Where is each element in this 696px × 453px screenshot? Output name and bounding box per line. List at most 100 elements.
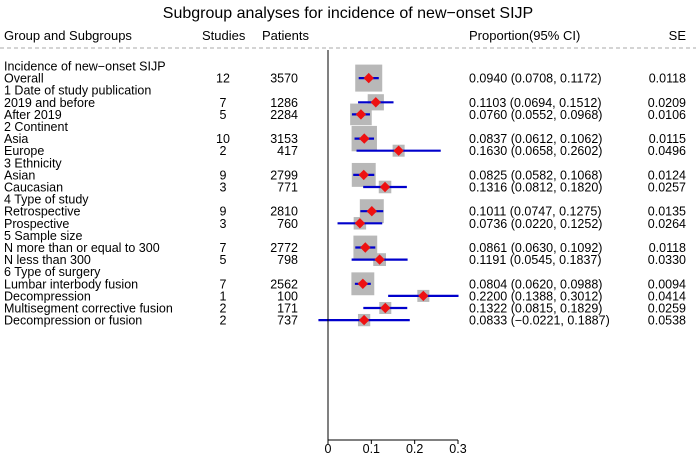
se-value: 0.0330 [648, 253, 686, 267]
proportion-ci-value: 0.0833 (−0.0221, 0.1887) [469, 314, 610, 328]
group-header-label: 4 Type of study [4, 193, 89, 207]
patients-value: 2772 [270, 241, 298, 255]
group-header-label: 2 Continent [4, 120, 68, 134]
proportion-ci-value: 0.0760 (0.0552, 0.0968) [469, 108, 602, 122]
group-header-label: 5 Sample size [4, 229, 83, 243]
patients-value: 760 [277, 217, 298, 231]
patients-value: 2562 [270, 277, 298, 291]
studies-value: 7 [220, 241, 227, 255]
studies-value: 3 [220, 217, 227, 231]
subgroup-label: After 2019 [4, 108, 62, 122]
header-patients: Patients [262, 28, 309, 43]
x-tick-label: 0.3 [449, 442, 466, 453]
se-value: 0.0135 [648, 205, 686, 219]
proportion-ci-value: 0.0940 (0.0708, 0.1172) [469, 72, 602, 86]
group-header-label: 6 Type of surgery [4, 265, 101, 279]
proportion-ci-value: 0.1103 (0.0694, 0.1512) [469, 96, 602, 110]
patients-value: 417 [277, 144, 298, 158]
studies-value: 7 [220, 277, 227, 291]
subgroup-label: Overall [4, 72, 44, 86]
proportion-ci-value: 0.1316 (0.0812, 0.1820) [469, 181, 602, 195]
studies-value: 5 [220, 253, 227, 267]
point-estimate [379, 181, 391, 193]
point-estimate [354, 218, 366, 229]
studies-value: 5 [220, 108, 227, 122]
patients-value: 2810 [270, 205, 298, 219]
subgroup-label: Caucasian [4, 181, 63, 195]
se-value: 0.0118 [649, 72, 686, 86]
studies-value: 3 [220, 181, 227, 195]
patients-value: 771 [277, 181, 298, 195]
proportion-ci-value: 0.0861 (0.0630, 0.1092) [469, 241, 602, 255]
subgroup-label: Retrospective [4, 205, 80, 219]
x-tick-label: 0 [325, 442, 332, 453]
point-estimate [374, 254, 385, 265]
point-estimate [360, 242, 371, 253]
se-value: 0.0496 [648, 144, 686, 158]
point-estimate [358, 169, 369, 181]
studies-value: 12 [216, 72, 230, 86]
subgroup-label: Asian [4, 168, 35, 182]
chart-title: Subgroup analyses for incidence of new−o… [163, 5, 533, 22]
point-estimate [363, 72, 374, 84]
subgroup-label: Decompression [4, 289, 91, 303]
header-studies: Studies [202, 28, 246, 43]
group-header-label: Incidence of new−onset SIJP [4, 60, 166, 74]
proportion-ci-value: 0.1630 (0.0658, 0.2602) [469, 144, 602, 158]
se-value: 0.0259 [648, 302, 686, 316]
subgroup-label: Multisegment corrective fusion [4, 302, 173, 316]
proportion-ci-value: 0.0804 (0.0620, 0.0988) [469, 277, 602, 291]
point-estimate [357, 278, 369, 289]
studies-value: 9 [220, 205, 227, 219]
point-estimate [366, 206, 378, 217]
proportion-ci-value: 0.0825 (0.0582, 0.1068) [469, 168, 602, 182]
group-header-label: 1 Date of study publication [4, 84, 151, 98]
proportion-ci-value: 0.0837 (0.0612, 0.1062) [469, 132, 602, 146]
subgroup-label: Prospective [4, 217, 69, 231]
se-value: 0.0115 [649, 132, 686, 146]
header-group: Group and Subgroups [4, 28, 132, 43]
studies-value: 10 [216, 132, 230, 146]
patients-value: 3570 [270, 72, 298, 86]
studies-value: 9 [220, 168, 227, 182]
se-value: 0.0094 [648, 277, 686, 291]
se-value: 0.0257 [648, 181, 686, 195]
patients-value: 2799 [270, 168, 298, 182]
se-value: 0.0124 [648, 168, 686, 182]
patients-value: 3153 [270, 132, 298, 146]
patients-value: 100 [277, 289, 298, 303]
point-estimate [370, 97, 381, 108]
studies-value: 7 [220, 96, 227, 110]
x-tick-label: 0.1 [363, 442, 380, 453]
proportion-ci-value: 0.1191 (0.0545, 0.1837) [469, 253, 602, 267]
point-estimate [380, 302, 391, 314]
studies-value: 2 [220, 314, 227, 328]
studies-value: 2 [220, 144, 227, 158]
se-value: 0.0118 [649, 241, 686, 255]
x-tick-label: 0.2 [406, 442, 423, 453]
subgroup-label: Lumbar interbody fusion [4, 277, 138, 291]
se-value: 0.0106 [648, 108, 686, 122]
subgroup-label: Europe [4, 144, 44, 158]
subgroup-label: Decompression or fusion [4, 314, 142, 328]
point-estimate [393, 145, 404, 156]
subgroup-label: Asia [4, 132, 28, 146]
patients-value: 737 [277, 314, 298, 328]
proportion-ci-value: 0.1322 (0.0815, 0.1829) [469, 302, 602, 316]
patients-value: 798 [277, 253, 298, 267]
se-value: 0.0209 [648, 96, 686, 110]
point-estimate [418, 290, 429, 302]
subgroup-label: N less than 300 [4, 253, 91, 267]
se-value: 0.0538 [648, 314, 686, 328]
group-header-label: 3 Ethnicity [4, 156, 62, 170]
subgroup-label: N more than or equal to 300 [4, 241, 160, 255]
se-value: 0.0414 [648, 289, 686, 303]
studies-value: 1 [220, 289, 227, 303]
header-proportion: Proportion(95% CI) [469, 28, 580, 43]
patients-value: 2284 [270, 108, 298, 122]
patients-value: 1286 [270, 96, 298, 110]
patients-value: 171 [277, 302, 298, 316]
subgroup-label: 2019 and before [4, 96, 95, 110]
